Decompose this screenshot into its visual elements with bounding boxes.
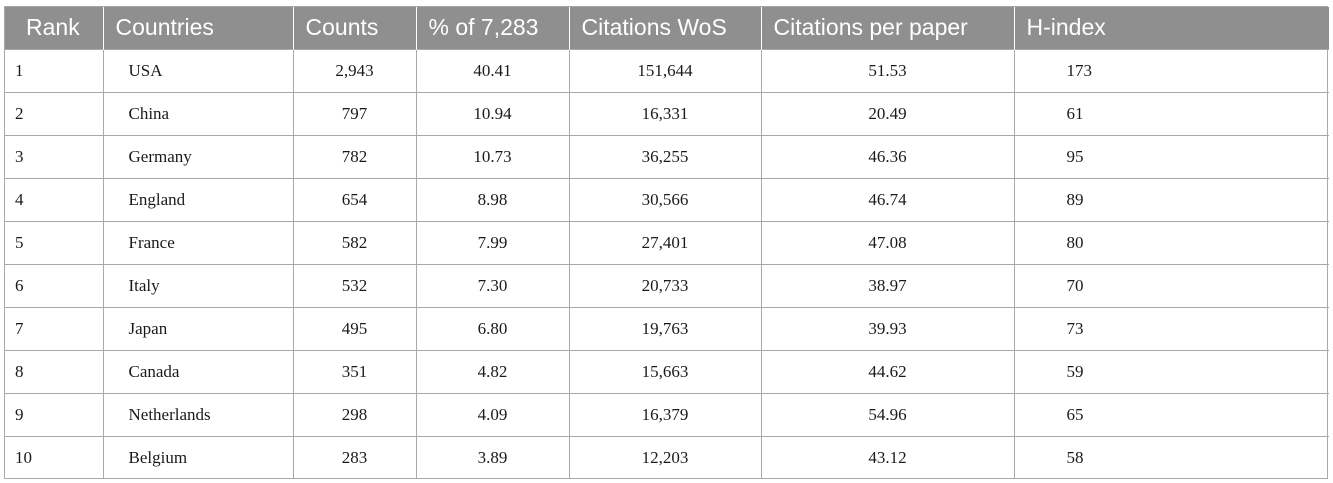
cell-country: Netherlands: [102, 392, 293, 436]
cell-citations-wos: 36,255: [568, 134, 761, 178]
cell-citations-per-paper: 20.49: [760, 91, 1014, 135]
table-body: 1 USA 2,943 40.41 151,644 51.53 173 2 China 797 10…: [5, 48, 1329, 479]
cell-citations-wos: 27,401: [568, 220, 761, 264]
cell-percent: 40.41: [415, 48, 569, 92]
cell-rank: 2: [5, 91, 103, 135]
cell-country: Japan: [102, 306, 293, 350]
cell-citations-per-paper: 46.36: [760, 134, 1014, 178]
table-row: 4 England 654 8.98 30,566 46.74 89: [5, 177, 1329, 221]
cell-citations-wos: 16,331: [568, 91, 761, 135]
header-row: Rank Countries Counts % of 7,283 Citatio…: [5, 7, 1329, 49]
cell-country: Italy: [102, 263, 293, 307]
table-row: 8 Canada 351 4.82 15,663 44.62 59: [5, 349, 1329, 393]
cell-rank: 9: [5, 392, 103, 436]
cell-counts: 283: [292, 435, 416, 479]
countries-table: Rank Countries Counts % of 7,283 Citatio…: [5, 7, 1329, 479]
cell-rank: 6: [5, 263, 103, 307]
cell-citations-wos: 16,379: [568, 392, 761, 436]
cell-percent: 10.73: [415, 134, 569, 178]
cell-percent: 6.80: [415, 306, 569, 350]
cell-percent: 8.98: [415, 177, 569, 221]
cell-percent: 7.30: [415, 263, 569, 307]
table-row: 1 USA 2,943 40.41 151,644 51.53 173: [5, 48, 1329, 92]
cell-citations-per-paper: 44.62: [760, 349, 1014, 393]
cell-counts: 495: [292, 306, 416, 350]
header-citations-per-paper: Citations per paper: [760, 7, 1014, 49]
cell-counts: 298: [292, 392, 416, 436]
cell-counts: 2,943: [292, 48, 416, 92]
table-row: 9 Netherlands 298 4.09 16,379 54.96 65: [5, 392, 1329, 436]
table-row: 10 Belgium 283 3.89 12,203 43.12 58: [5, 435, 1329, 479]
header-counts: Counts: [292, 7, 416, 49]
cell-country: Belgium: [102, 435, 293, 479]
cell-counts: 654: [292, 177, 416, 221]
cell-citations-per-paper: 43.12: [760, 435, 1014, 479]
cell-percent: 10.94: [415, 91, 569, 135]
cell-rank: 5: [5, 220, 103, 264]
cell-citations-wos: 15,663: [568, 349, 761, 393]
countries-table-container: Rank Countries Counts % of 7,283 Citatio…: [4, 6, 1329, 479]
cell-h-index: 95: [1013, 134, 1329, 178]
header-h-index: H-index: [1013, 7, 1329, 49]
cell-citations-per-paper: 39.93: [760, 306, 1014, 350]
cell-percent: 4.09: [415, 392, 569, 436]
cell-h-index: 61: [1013, 91, 1329, 135]
cell-country: France: [102, 220, 293, 264]
cell-rank: 4: [5, 177, 103, 221]
cell-country: Canada: [102, 349, 293, 393]
table-row: 5 France 582 7.99 27,401 47.08 80: [5, 220, 1329, 264]
cell-percent: 4.82: [415, 349, 569, 393]
cell-rank: 3: [5, 134, 103, 178]
cell-h-index: 58: [1013, 435, 1329, 479]
cell-h-index: 73: [1013, 306, 1329, 350]
header-countries: Countries: [102, 7, 293, 49]
cell-citations-per-paper: 51.53: [760, 48, 1014, 92]
table-header: Rank Countries Counts % of 7,283 Citatio…: [5, 7, 1329, 49]
cell-percent: 7.99: [415, 220, 569, 264]
cell-citations-per-paper: 54.96: [760, 392, 1014, 436]
cell-h-index: 59: [1013, 349, 1329, 393]
cell-rank: 8: [5, 349, 103, 393]
cell-citations-wos: 151,644: [568, 48, 761, 92]
cell-citations-per-paper: 38.97: [760, 263, 1014, 307]
table-row: 3 Germany 782 10.73 36,255 46.36 95: [5, 134, 1329, 178]
cell-rank: 10: [5, 435, 103, 479]
cell-counts: 582: [292, 220, 416, 264]
cell-citations-per-paper: 46.74: [760, 177, 1014, 221]
cell-counts: 532: [292, 263, 416, 307]
table-row: 7 Japan 495 6.80 19,763 39.93 73: [5, 306, 1329, 350]
cell-rank: 1: [5, 48, 103, 92]
header-rank: Rank: [5, 7, 103, 49]
cell-h-index: 80: [1013, 220, 1329, 264]
cell-rank: 7: [5, 306, 103, 350]
table-row: 2 China 797 10.94 16,331 20.49 61: [5, 91, 1329, 135]
cell-h-index: 173: [1013, 48, 1329, 92]
cell-citations-wos: 12,203: [568, 435, 761, 479]
cell-counts: 351: [292, 349, 416, 393]
cell-counts: 797: [292, 91, 416, 135]
header-percent: % of 7,283: [415, 7, 569, 49]
cell-country: England: [102, 177, 293, 221]
cell-country: China: [102, 91, 293, 135]
cell-percent: 3.89: [415, 435, 569, 479]
header-citations-wos: Citations WoS: [568, 7, 761, 49]
cell-country: Germany: [102, 134, 293, 178]
cell-citations-wos: 30,566: [568, 177, 761, 221]
cell-counts: 782: [292, 134, 416, 178]
table-row: 6 Italy 532 7.30 20,733 38.97 70: [5, 263, 1329, 307]
cell-citations-wos: 20,733: [568, 263, 761, 307]
cell-citations-per-paper: 47.08: [760, 220, 1014, 264]
cell-h-index: 65: [1013, 392, 1329, 436]
cell-country: USA: [102, 48, 293, 92]
cell-citations-wos: 19,763: [568, 306, 761, 350]
cell-h-index: 89: [1013, 177, 1329, 221]
cell-h-index: 70: [1013, 263, 1329, 307]
